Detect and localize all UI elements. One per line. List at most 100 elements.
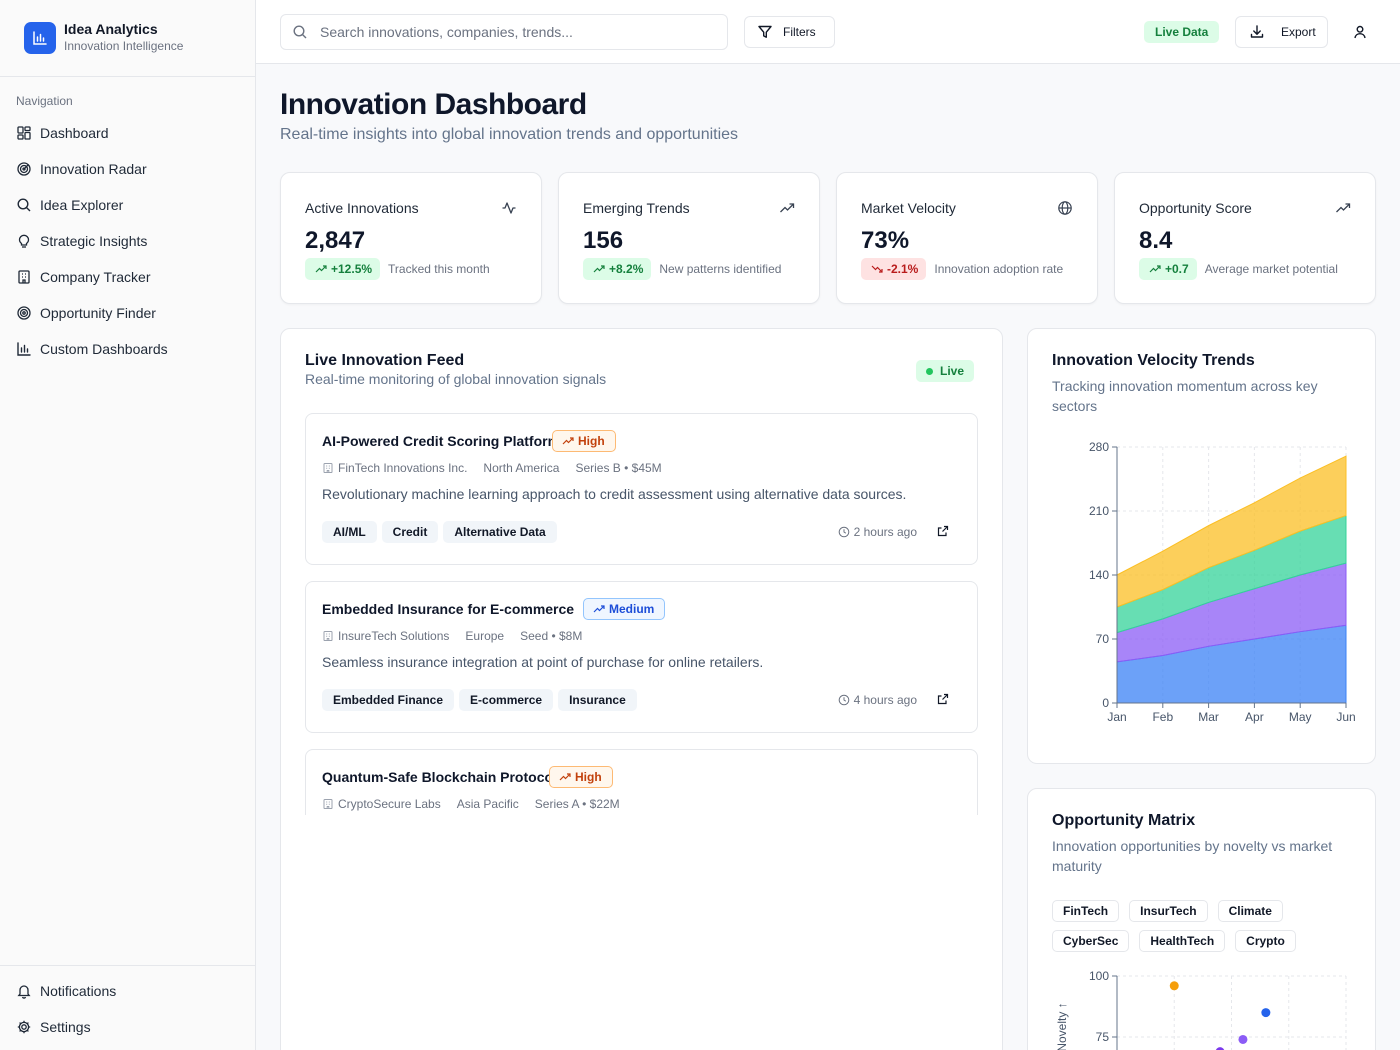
- stat-delta-badge: -2.1%: [861, 258, 927, 280]
- feed-item-description: Seamless insurance integration at point …: [322, 654, 764, 670]
- sidebar-item-custom-dashboards[interactable]: Custom Dashboards: [0, 331, 255, 367]
- sidebar-item-label: Notifications: [40, 983, 117, 999]
- scatter-point: [1169, 981, 1179, 991]
- user-menu-button[interactable]: [1344, 16, 1376, 48]
- tag[interactable]: Alternative Data: [443, 521, 557, 543]
- trending-down-icon: [871, 265, 883, 273]
- opportunity-scatter-chart[interactable]: 75 100 Novelty ↑: [1028, 965, 1376, 1050]
- brand-tagline: Innovation Intelligence: [64, 39, 184, 53]
- company-name: FinTech Innovations Inc.: [338, 461, 468, 475]
- live-status-badge: Live: [916, 360, 975, 382]
- priority-label: Medium: [609, 602, 655, 616]
- radar-icon: [16, 161, 32, 177]
- sector-chip[interactable]: Crypto: [1235, 930, 1296, 952]
- tag[interactable]: Credit: [381, 521, 439, 543]
- sidebar-item-strategic-insights[interactable]: Strategic Insights: [0, 223, 255, 259]
- tag[interactable]: AI/ML: [322, 521, 377, 543]
- sidebar-bottom: Notifications Settings: [0, 965, 255, 1045]
- funding: Series B • $45M: [575, 461, 662, 475]
- innovation-velocity-panel: Innovation Velocity Trends Tracking inno…: [1027, 328, 1376, 764]
- scatter-point: [1215, 1047, 1225, 1050]
- activity-icon: [501, 200, 517, 216]
- search-box[interactable]: [280, 14, 728, 50]
- trending-up-icon: [779, 200, 795, 216]
- trending-up-icon: [559, 773, 571, 781]
- building-icon: [323, 631, 333, 641]
- x-tick-label: Jun: [1336, 710, 1355, 724]
- y-tick-label: 0: [1102, 696, 1109, 710]
- sector-chip[interactable]: Climate: [1217, 900, 1283, 922]
- tag[interactable]: E-commerce: [459, 689, 554, 711]
- sidebar-item-label: Custom Dashboards: [40, 341, 168, 357]
- trending-up-icon: [315, 265, 327, 273]
- x-tick-label: Feb: [1152, 710, 1173, 724]
- sector-chip[interactable]: HealthTech: [1139, 930, 1226, 952]
- brand[interactable]: Idea Analytics Innovation Intelligence: [0, 0, 255, 77]
- stat-note: Tracked this month: [388, 262, 490, 276]
- y-tick-label: 280: [1089, 440, 1109, 454]
- sidebar-item-label: Dashboard: [40, 125, 109, 141]
- search-icon: [16, 197, 32, 213]
- sidebar-item-label: Opportunity Finder: [40, 305, 156, 321]
- brand-title: Idea Analytics: [64, 21, 158, 37]
- export-button[interactable]: Export: [1235, 16, 1328, 48]
- sidebar-item-notifications[interactable]: Notifications: [0, 973, 255, 1009]
- sidebar-item-label: Strategic Insights: [40, 233, 148, 249]
- velocity-area-chart[interactable]: 0 70 140 210 280 Jan Feb Mar Apr May Jun: [1028, 439, 1376, 759]
- stat-card-opportunity-score: Opportunity Score 8.4 +0.7 Average marke…: [1114, 172, 1376, 304]
- stat-value: 2,847: [305, 227, 366, 254]
- company-name: CryptoSecure Labs: [338, 797, 441, 811]
- region: Europe: [465, 629, 505, 643]
- feed-scroll-area[interactable]: AI-Powered Credit Scoring Platform High …: [305, 413, 979, 815]
- stat-card-market-velocity: Market Velocity 73% -2.1% Innovation ado…: [836, 172, 1098, 304]
- export-label: Export: [1281, 25, 1316, 39]
- sidebar-item-idea-explorer[interactable]: Idea Explorer: [0, 187, 255, 223]
- feed-subtitle: Real-time monitoring of global innovatio…: [305, 371, 607, 387]
- priority-label: High: [575, 770, 602, 784]
- stat-delta: +8.2%: [609, 262, 644, 276]
- feed-item[interactable]: AI-Powered Credit Scoring Platform High …: [305, 413, 978, 565]
- opportunity-matrix-panel: Opportunity Matrix Innovation opportunit…: [1027, 788, 1376, 1050]
- external-link-icon[interactable]: [937, 525, 949, 537]
- nav-list: Dashboard Innovation Radar Idea Explorer…: [0, 115, 255, 367]
- stat-value: 8.4: [1139, 227, 1173, 254]
- sidebar-item-label: Innovation Radar: [40, 161, 147, 177]
- stat-delta-badge: +12.5%: [305, 258, 381, 280]
- lightbulb-icon: [16, 233, 32, 249]
- priority-label: High: [578, 434, 605, 448]
- target-icon: [16, 305, 32, 321]
- search-input[interactable]: [320, 24, 710, 40]
- y-tick-label: 100: [1089, 969, 1109, 983]
- tag[interactable]: Insurance: [558, 689, 637, 711]
- tag[interactable]: Embedded Finance: [322, 689, 455, 711]
- y-tick-label: 210: [1089, 504, 1109, 518]
- company-name: InsureTech Solutions: [338, 629, 450, 643]
- building-icon: [323, 799, 333, 809]
- feed-title: Live Innovation Feed: [305, 352, 465, 369]
- brand-logo-icon: [24, 22, 56, 54]
- scatter-point: [1261, 1008, 1271, 1018]
- timestamp: 2 hours ago: [853, 525, 917, 539]
- sector-chip[interactable]: CyberSec: [1052, 930, 1130, 952]
- sidebar-item-dashboard[interactable]: Dashboard: [0, 115, 255, 151]
- sector-chip[interactable]: FinTech: [1052, 900, 1120, 922]
- sidebar: Idea Analytics Innovation Intelligence N…: [0, 0, 256, 1050]
- sidebar-item-innovation-radar[interactable]: Innovation Radar: [0, 151, 255, 187]
- trending-up-icon: [1335, 200, 1351, 216]
- feed-item-title: AI-Powered Credit Scoring Platform: [322, 433, 561, 449]
- user-icon: [1352, 24, 1368, 40]
- filters-button[interactable]: Filters: [744, 16, 835, 48]
- sidebar-item-settings[interactable]: Settings: [0, 1009, 255, 1045]
- sidebar-item-company-tracker[interactable]: Company Tracker: [0, 259, 255, 295]
- feed-item[interactable]: Quantum-Safe Blockchain Protocol High Cr…: [305, 749, 978, 815]
- stat-card-active-innovations: Active Innovations 2,847 +12.5% Tracked …: [280, 172, 542, 304]
- funding: Seed • $8M: [520, 629, 583, 643]
- feed-item[interactable]: Embedded Insurance for E-commerce Medium…: [305, 581, 978, 733]
- stat-title: Active Innovations: [305, 200, 419, 216]
- globe-icon: [1057, 200, 1073, 216]
- external-link-icon[interactable]: [937, 693, 949, 705]
- stat-note: Average market potential: [1204, 262, 1338, 276]
- clock-icon: [838, 526, 849, 538]
- sidebar-item-opportunity-finder[interactable]: Opportunity Finder: [0, 295, 255, 331]
- sector-chip[interactable]: InsurTech: [1129, 900, 1208, 922]
